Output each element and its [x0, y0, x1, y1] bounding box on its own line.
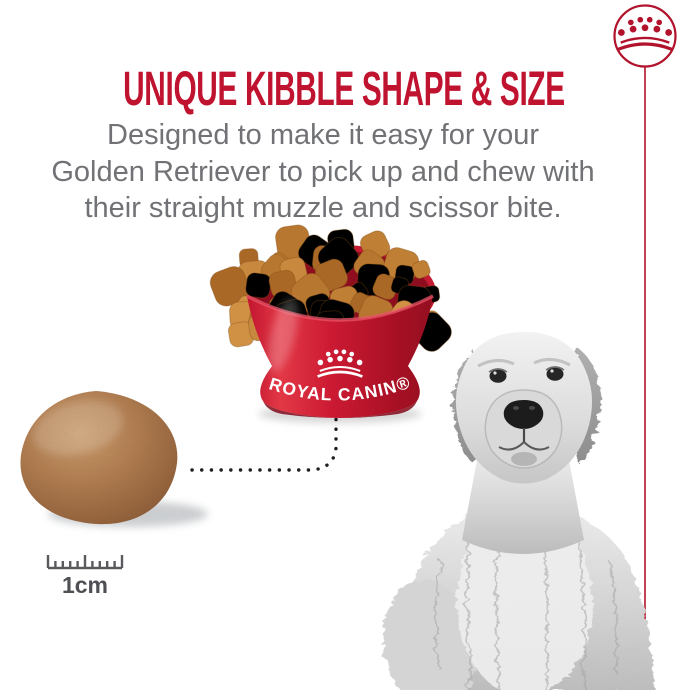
- subtitle-line: Golden Retriever to pick up and chew wit…: [51, 155, 595, 188]
- page-title: UNIQUE KIBBLE SHAPE & SIZE: [123, 63, 565, 116]
- royal-canin-crown-icon: [617, 16, 673, 51]
- brand-badge: [613, 4, 677, 653]
- scale-ruler: 1cm: [46, 555, 124, 598]
- dotted-connector-line: [190, 416, 338, 472]
- bowl-crown-icon: [317, 349, 363, 378]
- subtitle-line: Designed to make it easy for your: [107, 119, 539, 151]
- dog-photo: [381, 332, 652, 690]
- kibble-bowl: ROYAL CANIN®: [209, 224, 452, 423]
- subtitle-line: their straight muzzle and scissor bite.: [84, 192, 562, 224]
- subtitle: Designed to make it easy for your Golden…: [0, 117, 646, 227]
- scale-label: 1cm: [62, 572, 108, 598]
- logo-circle: [613, 4, 677, 68]
- enlarged-kibble: [20, 391, 208, 527]
